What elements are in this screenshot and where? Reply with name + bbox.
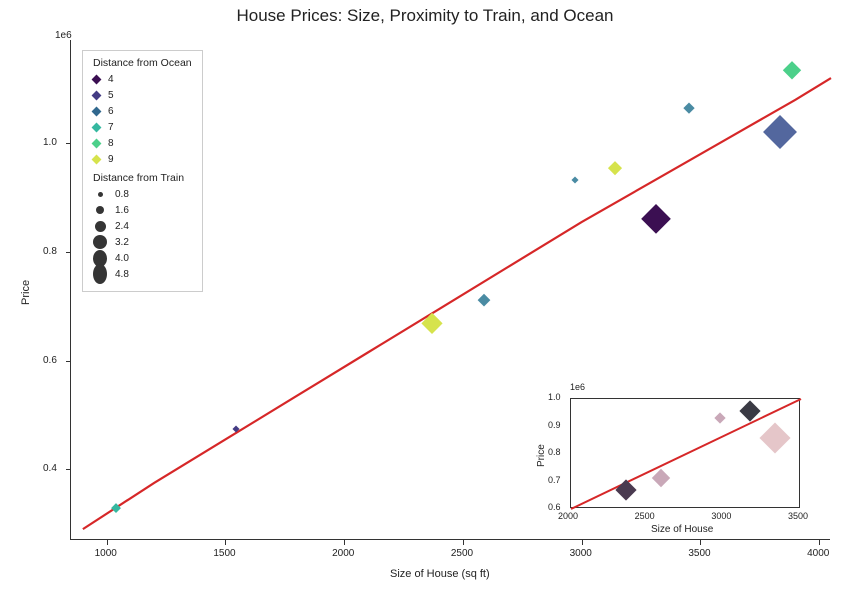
legend-color-swatch [92, 138, 102, 148]
x-axis-label: Size of House (sq ft) [390, 568, 490, 580]
inset-regression-line [571, 399, 801, 509]
x-tick-mark [225, 540, 226, 545]
legend-train-item: 0.8 [93, 187, 192, 201]
legend-color-swatch [92, 154, 102, 164]
legend-size-swatch [93, 235, 107, 249]
inset-x-tick-label: 3500 [788, 511, 808, 521]
legend-item-label: 4 [108, 74, 114, 85]
legend-item-label: 4.0 [115, 253, 129, 264]
x-tick-label: 3000 [570, 548, 592, 559]
legend-ocean-item: 7 [93, 120, 192, 134]
legend-size-swatch [98, 192, 103, 197]
legend-train-item: 2.4 [93, 219, 192, 233]
legend-color-swatch [92, 106, 102, 116]
legend-train-item: 4.0 [93, 251, 192, 265]
y-tick-label: 1.0 [43, 137, 62, 148]
inset-plot-area [570, 398, 800, 508]
inset-y-tick-label: 0.6 [548, 502, 561, 512]
legend-item-label: 9 [108, 154, 114, 165]
inset-y-tick-label: 1.0 [548, 392, 561, 402]
legend-size-swatch [95, 221, 106, 232]
inset-x-tick-label: 2500 [635, 511, 655, 521]
legend-item-label: 0.8 [115, 189, 129, 200]
x-tick-label: 3500 [688, 548, 710, 559]
legend-size-swatch [93, 264, 107, 284]
legend-item-label: 6 [108, 106, 114, 117]
x-tick-label: 4000 [807, 548, 829, 559]
legend-train-item: 1.6 [93, 203, 192, 217]
y-axis-label: Price [20, 280, 32, 305]
legend-item-label: 4.8 [115, 269, 129, 280]
inset-chart: 1e6 Price Size of House 2000 2500 3000 3500 0.6… [530, 380, 810, 535]
legend-item-label: 1.6 [115, 205, 129, 216]
chart-title: House Prices: Size, Proximity to Train, … [0, 6, 850, 26]
legend-ocean-title: Distance from Ocean [93, 57, 192, 69]
legend: Distance from Ocean 4 5 6 7 8 9 Distance from… [82, 50, 203, 292]
y-tick-label: 0.8 [43, 246, 62, 257]
legend-ocean-item: 5 [93, 88, 192, 102]
legend-ocean-item: 4 [93, 72, 192, 86]
inset-sci-notation: 1e6 [570, 382, 585, 392]
y-tick-label: 0.6 [43, 355, 62, 366]
legend-item-label: 2.4 [115, 221, 129, 232]
legend-train-item: 3.2 [93, 235, 192, 249]
inset-y-label: Price [536, 444, 547, 467]
x-tick-mark [700, 540, 701, 545]
legend-color-swatch [92, 122, 102, 132]
inset-y-tick-label: 0.9 [548, 420, 561, 430]
x-tick-label: 1000 [95, 548, 117, 559]
x-tick-mark [107, 540, 108, 545]
y-tick-label: 0.4 [43, 463, 62, 474]
legend-item-label: 3.2 [115, 237, 129, 248]
x-tick-mark [819, 540, 820, 545]
legend-color-swatch [92, 74, 102, 84]
inset-y-tick-label: 0.8 [548, 447, 561, 457]
inset-y-tick-label: 0.7 [548, 475, 561, 485]
inset-x-tick-label: 3000 [711, 511, 731, 521]
legend-ocean-item: 6 [93, 104, 192, 118]
x-tick-label: 1500 [213, 548, 235, 559]
legend-item-label: 8 [108, 138, 114, 149]
legend-size-swatch [96, 206, 104, 214]
legend-ocean-item: 8 [93, 136, 192, 150]
inset-x-label: Size of House [651, 524, 713, 535]
legend-item-label: 5 [108, 90, 114, 101]
x-tick-label: 2500 [451, 548, 473, 559]
legend-item-label: 7 [108, 122, 114, 133]
x-tick-label: 2000 [332, 548, 354, 559]
x-tick-mark [582, 540, 583, 545]
legend-train-item: 4.8 [93, 267, 192, 281]
x-tick-mark [344, 540, 345, 545]
legend-ocean-item: 9 [93, 152, 192, 166]
legend-train-title: Distance from Train [93, 172, 192, 184]
inset-x-tick-label: 2000 [558, 511, 578, 521]
x-tick-mark [463, 540, 464, 545]
legend-color-swatch [92, 90, 102, 100]
